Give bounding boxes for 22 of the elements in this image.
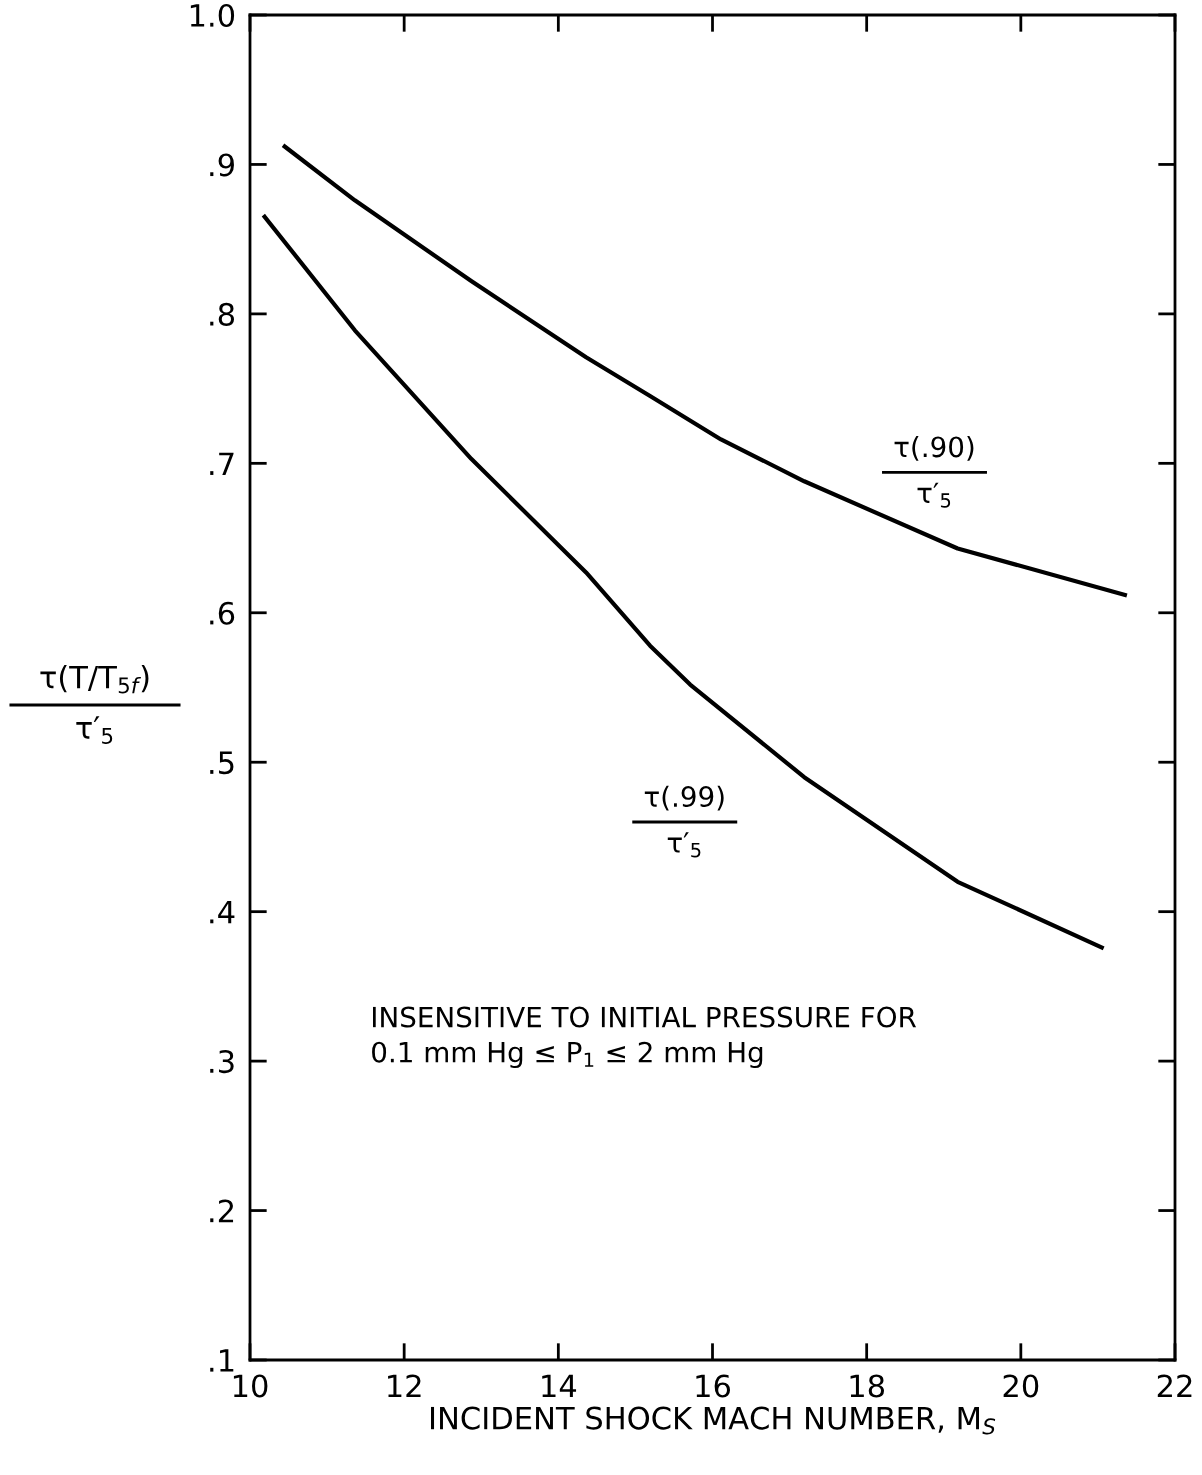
x-tick-label: 12 (388, 1374, 421, 1398)
y-tick-label: .7 (210, 452, 234, 475)
y-tick-label: .4 (210, 901, 235, 924)
y-tick-label: .3 (210, 1050, 234, 1074)
y-tick-label: .8 (210, 302, 235, 326)
y-tick-label: .6 (210, 601, 235, 625)
y-tick-label: .1 (210, 1349, 234, 1372)
text: τ(.99) τ′$_{5}$ (644, 785, 724, 858)
x-tick-label: 20 (1003, 1374, 1039, 1398)
y-tick-label: .5 (210, 751, 234, 775)
y-tick-label: .2 (210, 1199, 234, 1223)
x-tick-label: 22 (1157, 1374, 1192, 1398)
y-tick-label: 1.0 (190, 3, 235, 28)
x-tick-label: 16 (696, 1374, 731, 1398)
x-tick-label: 14 (542, 1374, 577, 1398)
text: τ(T/T$_{5f}$) τ′$_{5}$ (40, 664, 149, 744)
x-tick-label: 18 (850, 1374, 885, 1398)
annotation: INSENSITIVE TO INITIAL PRESSURE FOR 0.1 mm Hg ≤ P$_{1}$ ≤ 2 mm Hg (372, 1006, 917, 1069)
y-tick-label: .9 (210, 153, 234, 177)
series-label: τ(.90) τ′$_{5}$ (894, 435, 974, 508)
x-axis-title: INCIDENT SHOCK MACH NUMBER, M$_{S}$ (431, 1406, 996, 1435)
x-tick-label: 10 (233, 1374, 268, 1398)
